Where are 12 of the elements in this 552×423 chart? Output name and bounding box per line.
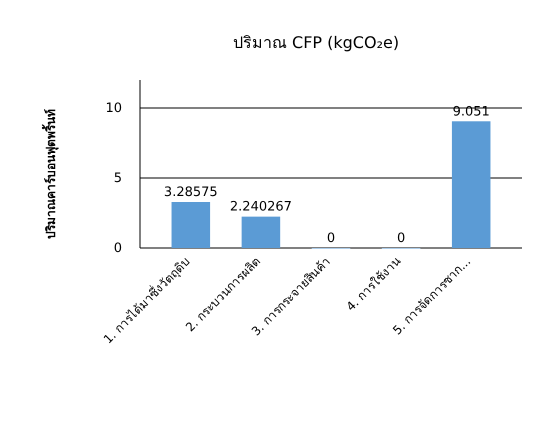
chart-title: ปริมาณ CFP (kgCO₂e)	[232, 33, 400, 52]
y-axis-title: ปริมาณคาร์บอนฟุตพริ้นท์	[41, 109, 59, 239]
bar	[452, 121, 490, 248]
y-tick-label: 0	[114, 241, 122, 256]
y-tick-label: 10	[105, 101, 122, 116]
bar	[172, 202, 210, 248]
data-label: 0	[396, 231, 406, 246]
data-label: 2.240267	[230, 200, 292, 215]
data-label: 3.28575	[164, 185, 218, 200]
data-label: 0	[326, 231, 336, 246]
y-tick-label: 5	[114, 171, 122, 186]
bar	[242, 216, 280, 248]
